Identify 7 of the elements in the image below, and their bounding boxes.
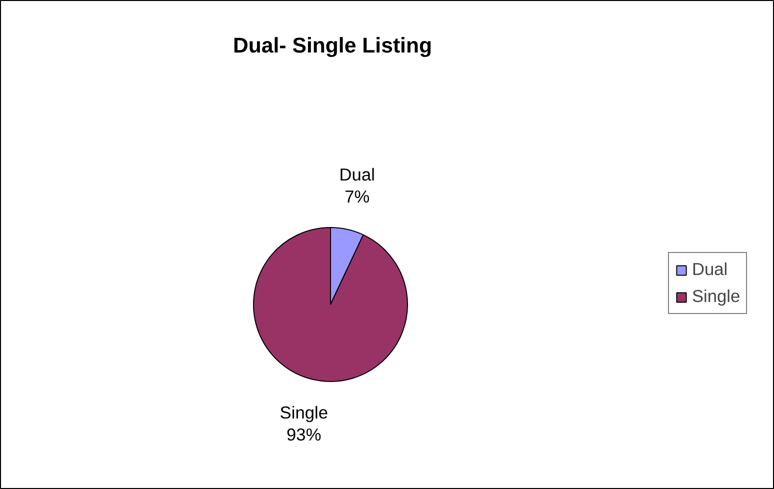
chart-title: Dual- Single Listing (232, 34, 432, 58)
data-label: 93% (286, 424, 322, 445)
slice-label: Dual (339, 164, 375, 184)
legend-label: Single (692, 286, 740, 307)
slice-label: Single (280, 402, 328, 423)
data-label: 7% (344, 186, 370, 206)
legend-label: Dual (692, 259, 728, 280)
